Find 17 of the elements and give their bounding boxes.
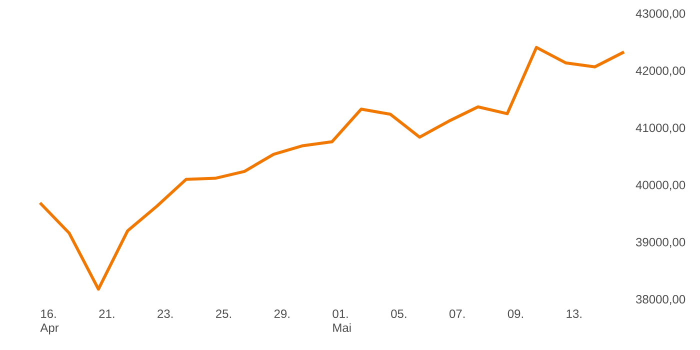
x-tick-label: 01. Mai [332, 310, 351, 332]
y-tick-label: 42000,00 [636, 66, 686, 76]
y-tick-label: 38000,00 [636, 295, 686, 305]
y-tick-label: 40000,00 [636, 180, 686, 191]
x-tick-label: 09. [508, 310, 523, 318]
line-series [38, 46, 626, 291]
x-tick-label: 23. [158, 310, 173, 318]
x-tick-label: 16. Apr [40, 310, 59, 334]
x-tick-label: 25. [216, 310, 231, 318]
y-tick-label: 41000,00 [636, 124, 686, 134]
x-tick-label: 21. [99, 310, 114, 318]
x-tick-label: 29. [274, 310, 290, 318]
x-tick-label: 05. [391, 310, 406, 318]
y-tick-label: 43000,00 [636, 9, 686, 20]
x-tick-label: 07. [449, 310, 465, 318]
y-tick-label: 39000,00 [636, 238, 686, 248]
x-tick-label: 13. [566, 310, 582, 318]
